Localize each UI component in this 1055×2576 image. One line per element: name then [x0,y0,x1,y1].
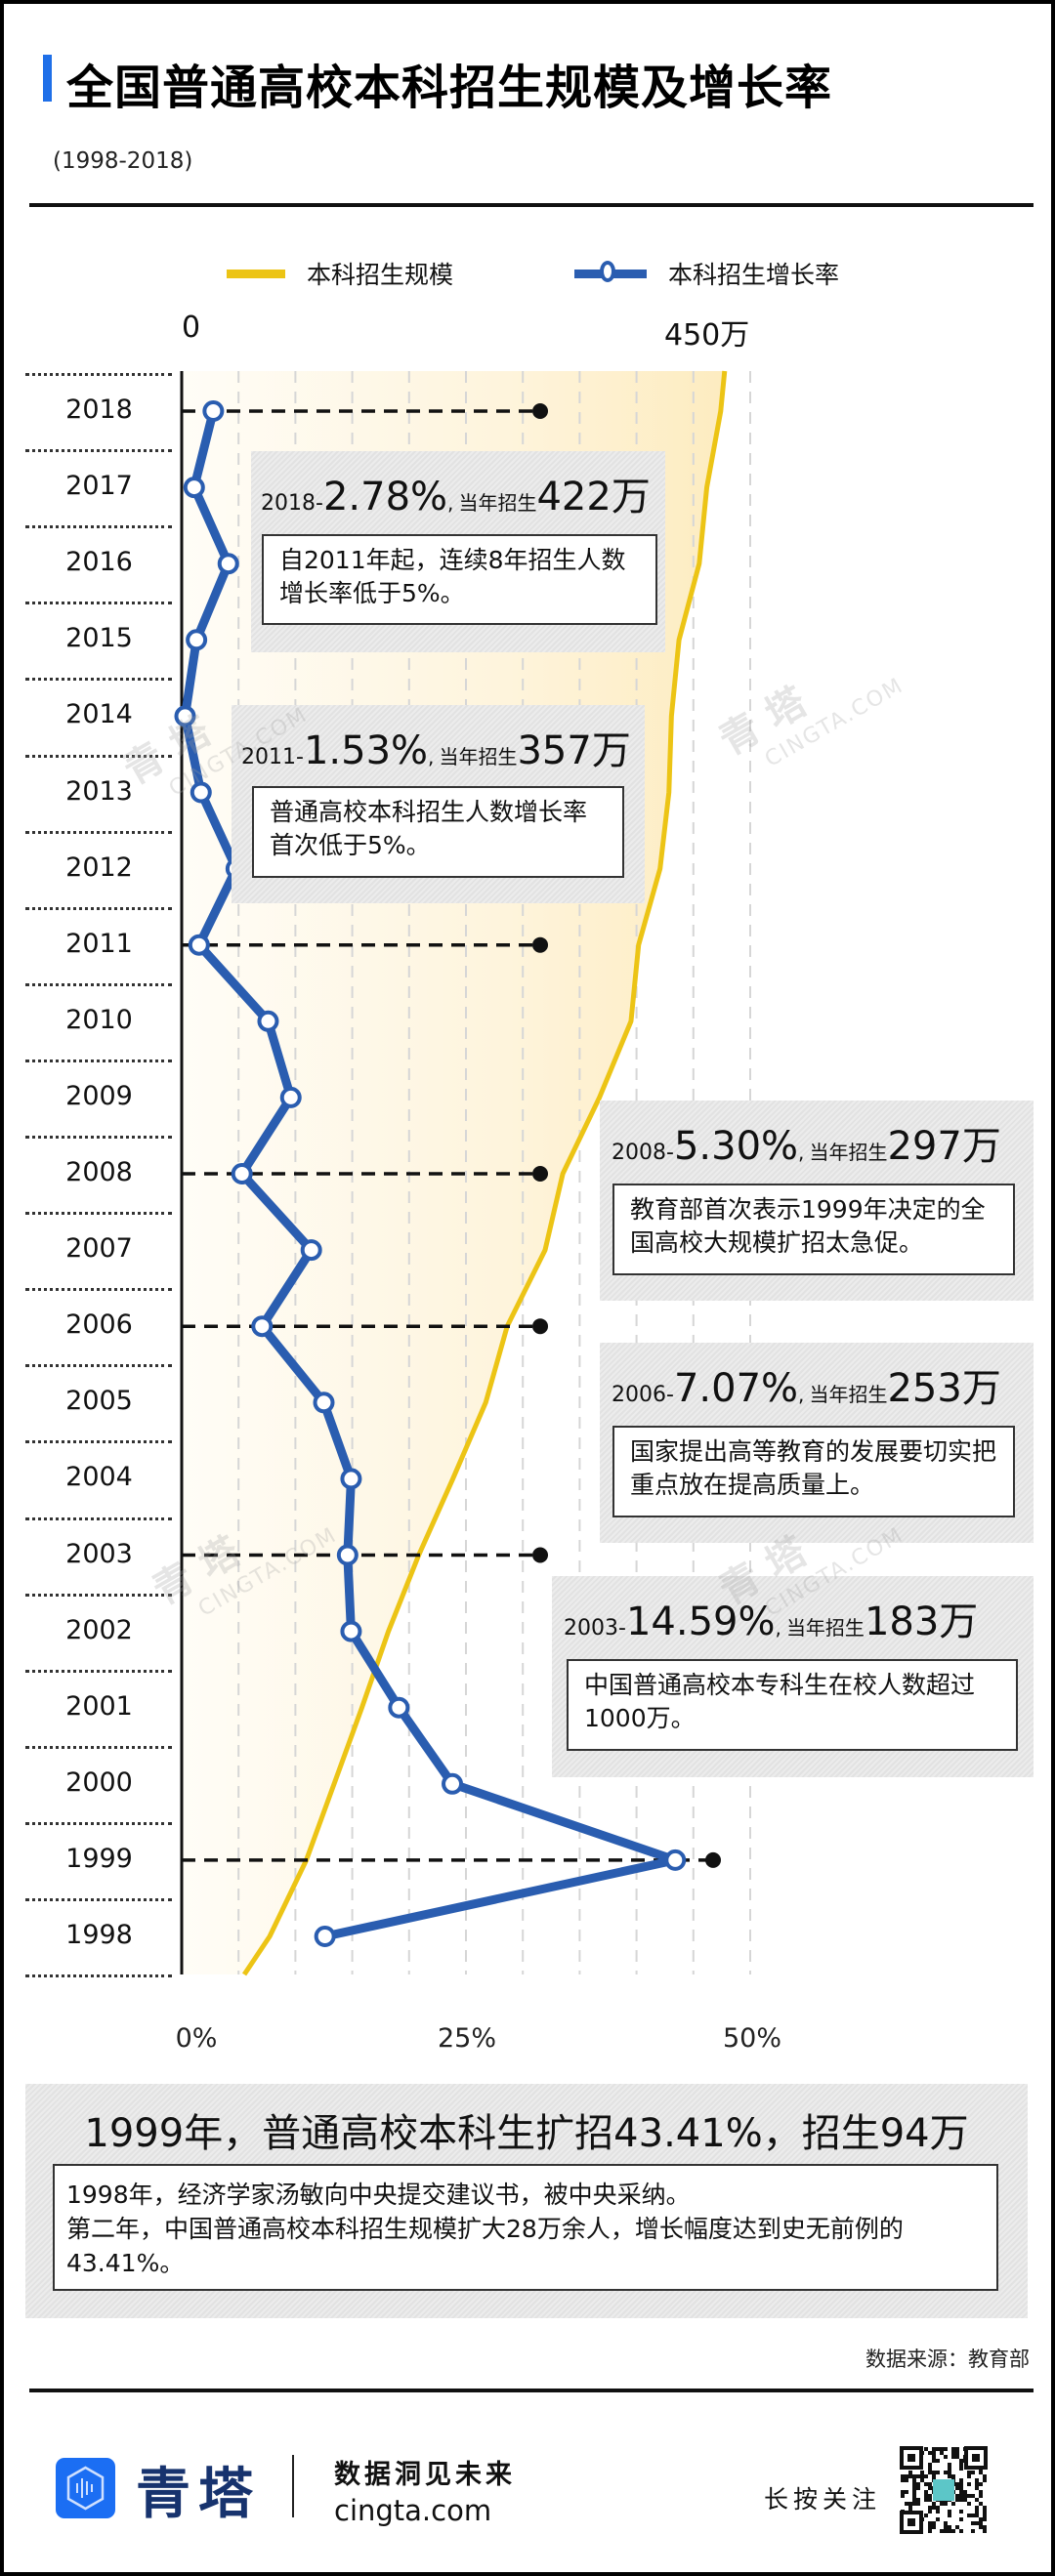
brand-name: 青塔 [136,2462,261,2526]
year-label: 2006 [65,1309,133,1341]
year-separator [25,1974,172,1977]
year-label: 2004 [65,1462,133,1493]
summary-line-2: 第二年，中国普通高校本科招生规模扩大28万余人，增长幅度达到史无前例的43.41… [66,2215,904,2277]
year-separator [25,449,172,453]
year-label: 2013 [65,775,133,807]
brand-tagline: 数据洞见未来 [334,2460,516,2490]
year-separator [25,1593,172,1597]
year-label: 2007 [65,1233,133,1265]
year-label: 2003 [65,1538,133,1569]
year-label: 2009 [65,1080,133,1111]
annotation-panel-2008: 2008-5.30%, 当年招生297万 教育部首次表示1999年决定的全国高校… [600,1101,1034,1301]
year-separator [25,1440,172,1444]
year-separator [25,1821,172,1825]
bottom-axis-tick-50: 50% [722,2023,782,2054]
year-separator [25,1288,172,1292]
top-axis-min: 0 [182,311,201,345]
summary-panel: 1999年，普通高校本科生扩招43.41%，招生94万 1998年，经济学家汤敏… [25,2084,1028,2318]
legend-label: 本科招生规模 [307,261,454,289]
infographic: 全国普通高校本科招生规模及增长率 (1998-2018) 本科招生规模 本科招生… [4,4,1051,2572]
annotation-caption: 普通高校本科招生人数增长率首次低于5%。 [252,786,624,878]
qr-code-icon[interactable] [900,2446,988,2534]
header-divider [29,203,1034,207]
bottom-axis-tick-25: 25% [437,2023,497,2054]
legend-label: 本科招生增长率 [668,261,840,289]
annotation-headline: 2003-14.59%, 当年招生183万 [564,1600,979,1644]
legend-item-growth: 本科招生增长率 [574,256,839,291]
year-separator [25,1059,172,1062]
annotation-headline: 2018-2.78%, 当年招生422万 [261,475,651,519]
annotation-caption: 中国普通高校本专科生在校人数超过1000万。 [567,1659,1018,1751]
summary-line-1: 1998年，经济学家汤敏向中央提交建议书，被中央采纳。 [66,2181,691,2209]
year-label: 1998 [65,1920,133,1950]
year-separator [25,1136,172,1139]
top-axis-max: 450万 [664,318,750,353]
annotation-headline: 2008-5.30%, 当年招生297万 [612,1124,1001,1169]
brand-logo-icon [56,2458,115,2518]
footer-vertical-divider [292,2455,294,2517]
subtitle: (1998-2018) [53,148,193,174]
year-separator [25,906,172,910]
year-separator [25,1898,172,1901]
follow-label: 长按关注 [764,2485,882,2514]
year-label: 2018 [65,395,133,425]
annotation-headline: 2011-1.53%, 当年招生357万 [241,728,631,773]
year-separator [25,982,172,986]
year-label: 2015 [65,623,133,654]
year-separator [25,1364,172,1368]
legend-line-yellow-icon [227,269,285,278]
year-label: 2012 [65,852,133,883]
year-separator [25,602,172,605]
year-label: 1999 [65,1843,133,1874]
legend-line-marker-icon [574,260,647,282]
summary-text: 1998年，经济学家汤敏向中央提交建议书，被中央采纳。 第二年，中国普通高校本科… [53,2164,998,2291]
year-separator [25,1212,172,1216]
page-title: 全国普通高校本科招生规模及增长率 [66,61,833,115]
year-separator [25,754,172,758]
year-separator [25,1745,172,1749]
year-label: 2001 [65,1690,133,1722]
annotation-panel-2018: 2018-2.78%, 当年招生422万 自2011年起，连续8年招生人数增长率… [251,451,665,652]
bottom-axis-tick-0: 0% [175,2023,218,2054]
annotation-caption: 教育部首次表示1999年决定的全国高校大规模扩招太急促。 [612,1184,1015,1275]
year-separator [25,373,172,376]
year-label: 2008 [65,1157,133,1187]
year-label: 2000 [65,1766,133,1798]
year-label: 2014 [65,699,133,730]
annotation-panel-2006: 2006-7.07%, 当年招生253万 国家提出高等教育的发展要切实把重点放在… [600,1343,1034,1543]
year-label: 2005 [65,1386,133,1417]
footer-divider [29,2389,1034,2392]
annotation-panel-2011: 2011-1.53%, 当年招生357万 普通高校本科招生人数增长率首次低于5%… [232,705,645,903]
year-separator [25,525,172,529]
annotation-panel-2003: 2003-14.59%, 当年招生183万 中国普通高校本专科生在校人数超过10… [552,1576,1034,1777]
year-separator [25,830,172,834]
annotation-caption: 自2011年起，连续8年招生人数增长率低于5%。 [262,534,657,625]
legend-item-scale: 本科招生规模 [227,256,453,291]
brand-url[interactable]: cingta.com [334,2494,492,2527]
data-source: 数据来源：教育部 [865,2347,1030,2371]
year-label: 2011 [65,928,133,959]
title-accent-bar [43,55,52,102]
year-label: 2016 [65,547,133,578]
year-separator [25,678,172,682]
year-label: 2002 [65,1614,133,1645]
year-separator [25,1517,172,1520]
annotation-headline: 2006-7.07%, 当年招生253万 [612,1366,1001,1411]
year-label: 2010 [65,1004,133,1035]
annotation-caption: 国家提出高等教育的发展要切实把重点放在提高质量上。 [612,1426,1015,1517]
year-label: 2017 [65,471,133,502]
summary-headline: 1999年，普通高校本科生扩招43.41%，招生94万 [84,2111,969,2156]
year-separator [25,1669,172,1673]
